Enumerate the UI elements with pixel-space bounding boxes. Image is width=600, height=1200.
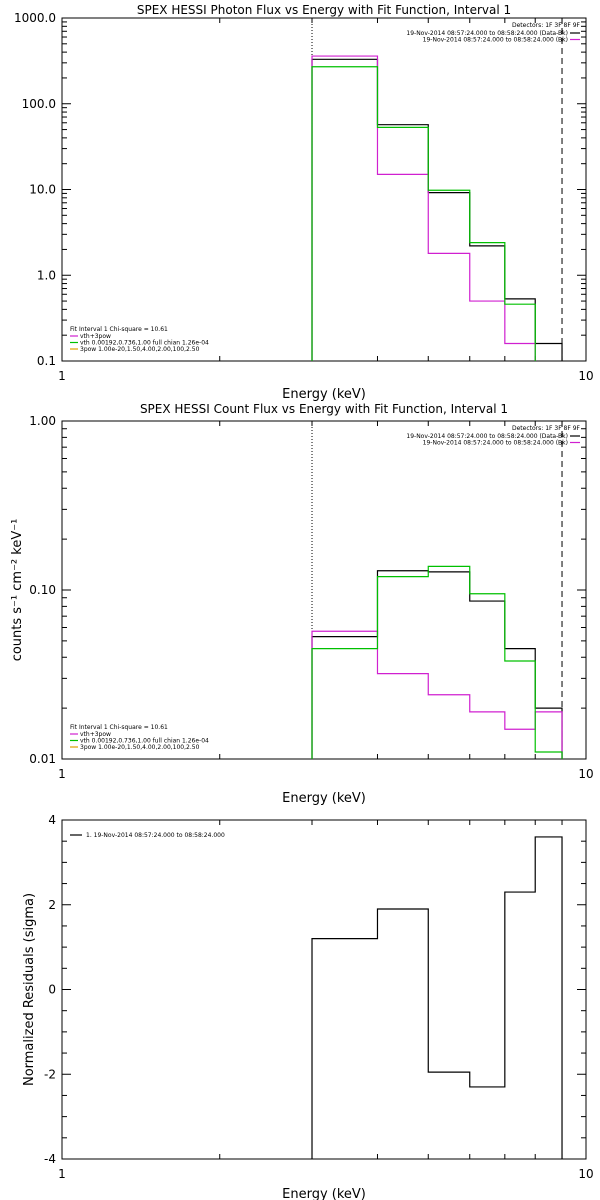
x-axis-label: Energy (keV): [282, 387, 366, 402]
y-tick-label: 0.1: [37, 354, 56, 368]
x-tick-label: 1: [58, 767, 66, 781]
plot-frame: [61, 420, 587, 760]
legend-entry: 1. 19-Nov-2014 08:57:24.000 to 08:58:24.…: [86, 832, 225, 839]
y-tick-label: 0.01: [29, 752, 56, 766]
series-line-2: [311, 55, 563, 361]
y-tick-label: 2: [48, 898, 56, 912]
legend-title: Fit Interval 1 Chi-square = 10.61: [70, 724, 168, 731]
legend-title: Detectors: 1F 3F 8F 9F: [512, 425, 581, 432]
legend-entry: vth+3pow: [80, 333, 111, 340]
chart-panel-1: 1 10 0.1 1.0 10.0 100.0 1000.0 SPEX HESSI Photo…: [14, 3, 594, 402]
x-tick-label: 1: [58, 369, 66, 383]
legend-entry: vth 0.00192,0.736,1.00 full chian 1.26e-…: [80, 340, 209, 347]
series-line-1: [311, 58, 563, 361]
legend-entry: 19-Nov-2014 08:57:24.000 to 08:58:24.000…: [406, 433, 568, 440]
y-tick-label: 4: [48, 813, 56, 827]
chart-title: SPEX HESSI Count Flux vs Energy with Fit…: [140, 402, 508, 416]
series-line-1: [311, 836, 563, 1159]
x-axis-label: Energy (keV): [282, 1187, 366, 1200]
x-tick-label: 1: [58, 1167, 66, 1181]
chart-panel-3: 1 10 -4 -2 0 2 4 Energy (keV) Normalized Residua…: [22, 813, 594, 1200]
x-tick-label: 10: [578, 369, 593, 383]
y-tick-label: -2: [44, 1067, 56, 1081]
legend-entry: 3pow 1.00e-20,1.50,4.00,2.00,100,2.50: [80, 346, 200, 353]
x-tick-label: 10: [578, 767, 593, 781]
legend-entry: 19-Nov-2014 08:57:24.000 to 08:58:24.000…: [406, 30, 568, 37]
legend-title: Fit Interval 1 Chi-square = 10.61: [70, 326, 168, 333]
x-tick-label: 10: [578, 1167, 593, 1181]
series-line-3: [311, 565, 563, 759]
y-tick-label: 100.0: [22, 97, 56, 111]
y-tick-label: 1000.0: [14, 11, 56, 25]
y-tick-label: 0: [48, 983, 56, 997]
legend-entry: 19-Nov-2014 08:57:24.000 to 08:58:24.000…: [423, 440, 568, 447]
legend-entry: 3pow 1.00e-20,1.50,4.00,2.00,100,2.50: [80, 744, 200, 751]
legend-entry: vth+3pow: [80, 731, 111, 738]
y-tick-label: 1.00: [29, 414, 56, 428]
series-line-3: [311, 66, 563, 361]
legend-entry: vth 0.00192,0.736,1.00 full chian 1.26e-…: [80, 738, 209, 745]
plot-frame: [61, 17, 587, 362]
legend-title: Detectors: 1F 3F 8F 9F: [512, 22, 581, 29]
y-tick-label: 10.0: [29, 183, 56, 197]
y-tick-label: 0.10: [29, 583, 56, 597]
series-line-2: [311, 630, 563, 759]
y-tick-label: 1.0: [37, 268, 56, 282]
series-line-1: [311, 570, 563, 759]
legend-entry: 19-Nov-2014 08:57:24.000 to 08:58:24.000…: [423, 37, 568, 44]
y-axis-label: Normalized Residuals (sigma): [22, 893, 37, 1086]
plot-frame: [61, 819, 587, 1160]
y-axis-label: counts s⁻¹ cm⁻² keV⁻¹: [10, 519, 25, 662]
chart-panel-2: 1 10 0.01 0.10 1.00 SPEX HESSI Count Flux vs …: [10, 402, 594, 806]
y-tick-label: -4: [44, 1152, 56, 1166]
chart-title: SPEX HESSI Photon Flux vs Energy with Fi…: [137, 3, 511, 17]
x-axis-label: Energy (keV): [282, 791, 366, 806]
